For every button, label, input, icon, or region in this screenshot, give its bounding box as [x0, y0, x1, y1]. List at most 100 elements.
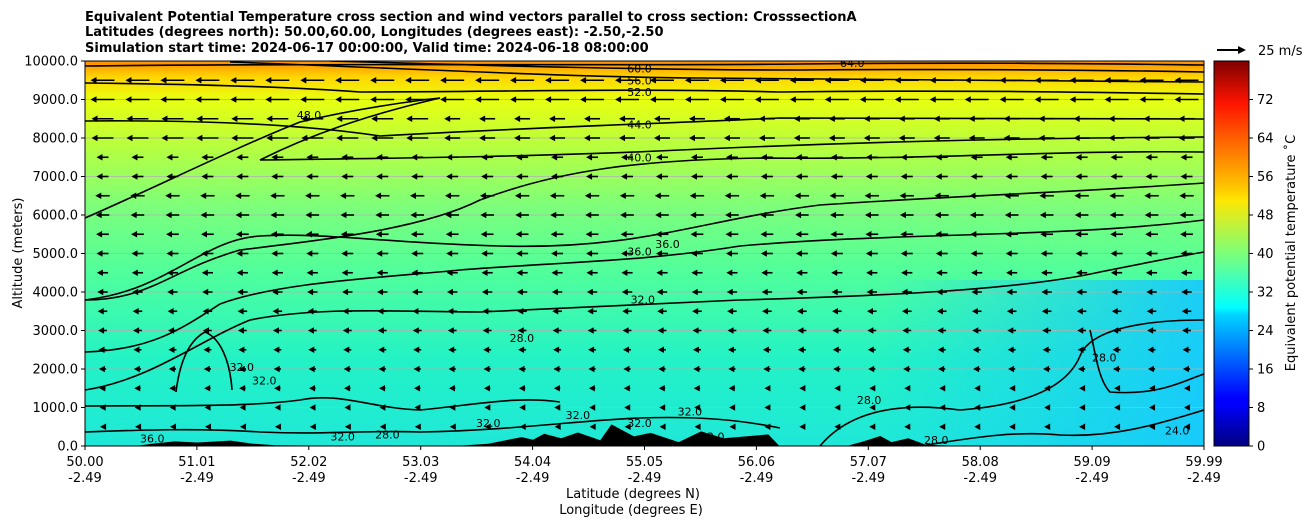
- x-tick-label-lon: -2.49: [516, 471, 550, 486]
- wind-vector-head: [519, 404, 526, 411]
- wind-vector-head: [621, 250, 628, 257]
- wind-vector-head: [170, 423, 177, 430]
- contour-label: 32.0: [252, 375, 277, 388]
- wind-vector-head: [125, 96, 132, 103]
- wind-vector-head: [549, 134, 556, 142]
- wind-vector-head: [1110, 250, 1117, 257]
- wind-vector-head: [725, 173, 732, 180]
- wind-vector-head: [132, 308, 139, 315]
- wind-vector-head: [475, 77, 482, 84]
- wind-vector-head: [484, 404, 491, 411]
- wind-vector-head: [195, 96, 202, 103]
- wind-vector-head: [970, 154, 977, 161]
- wind-vector-head: [586, 154, 593, 161]
- x-tick-label-lat: 50.00: [66, 455, 103, 470]
- wind-vector-head: [1179, 211, 1186, 219]
- wind-vector-head: [589, 404, 596, 411]
- wind-vector-head: [1040, 231, 1047, 238]
- wind-vector-head: [445, 231, 452, 238]
- wind-vector-head: [929, 77, 936, 84]
- wind-vector-head: [165, 211, 172, 219]
- wind-vector-head: [587, 308, 594, 315]
- wind-vector-head: [448, 365, 455, 373]
- wind-vector-head: [376, 154, 383, 161]
- wind-vector-head: [655, 154, 662, 161]
- wind-vector-head: [202, 327, 209, 334]
- wind-vector-head: [266, 115, 273, 122]
- contour-label: 56.0: [627, 74, 652, 87]
- wind-vector-head: [1040, 154, 1047, 161]
- wind-vector-head: [553, 346, 560, 353]
- wind-vector-head: [621, 173, 628, 180]
- wind-vector-head: [1040, 173, 1047, 180]
- wind-vector-head: [1145, 173, 1152, 180]
- wind-vector-head: [692, 308, 699, 315]
- wind-vector-head: [169, 385, 176, 392]
- wind-vector-head: [900, 231, 907, 238]
- wind-vector-head: [483, 346, 490, 353]
- wind-vector-head: [795, 250, 802, 257]
- wind-vector-head: [796, 269, 803, 276]
- wind-vector-head: [342, 327, 349, 334]
- wind-vector-head: [446, 154, 453, 161]
- wind-vector-head: [201, 173, 208, 180]
- wind-vector-head: [414, 385, 421, 392]
- colorbar-tick-label: 48: [1257, 209, 1274, 224]
- wind-vector-head: [1146, 308, 1153, 315]
- wind-vector-head: [166, 250, 173, 257]
- wind-vector-head: [126, 134, 133, 142]
- x-tick-label-lat: 59.99: [1185, 455, 1222, 470]
- wind-vector-head: [830, 231, 837, 238]
- wind-vector-head: [1069, 77, 1076, 84]
- wind-vector-head: [1074, 192, 1081, 199]
- contour-label: 32.0: [700, 430, 725, 443]
- wind-vector-head: [341, 269, 348, 276]
- wind-vector-head: [795, 173, 802, 180]
- wind-vector-head: [551, 269, 558, 276]
- wind-vector-head: [586, 269, 593, 276]
- wind-vector-head: [1009, 404, 1016, 411]
- wind-vector-head: [1145, 154, 1152, 161]
- wind-vector-head: [340, 211, 347, 219]
- wind-vector-head: [203, 365, 210, 373]
- wind-vector-head: [729, 423, 736, 430]
- wind-vector-head: [898, 134, 905, 142]
- wind-vector-head: [230, 77, 237, 84]
- y-tick-label: 6000.0: [33, 209, 79, 224]
- colorbar-tick-label: 8: [1257, 401, 1265, 416]
- wind-vector-head: [549, 192, 556, 199]
- wind-vector-head: [1079, 385, 1086, 392]
- wind-vector-head: [799, 423, 806, 430]
- wind-vector-head: [236, 154, 243, 161]
- wind-vector-head: [1044, 423, 1051, 430]
- wind-vector-head: [904, 404, 911, 411]
- wind-vector-head: [301, 115, 308, 122]
- contour-line: [229, 61, 1204, 83]
- wind-vector-head: [481, 173, 488, 180]
- wind-vector-head: [131, 154, 138, 161]
- wind-vector-head: [934, 211, 941, 219]
- wind-vector-head: [308, 346, 315, 353]
- wind-vector-head: [305, 192, 312, 199]
- wind-vector-head: [797, 346, 804, 353]
- wind-vector-head: [937, 346, 944, 353]
- wind-vector-head: [167, 308, 174, 315]
- wind-vector-head: [865, 154, 872, 161]
- wind-vector-head: [484, 423, 491, 430]
- wind-vector-head: [1108, 134, 1115, 142]
- wind-vector-head: [342, 308, 349, 315]
- wind-vector-head: [412, 327, 419, 334]
- wind-vector-head: [340, 231, 347, 238]
- wind-vector-head: [272, 327, 279, 334]
- wind-vector-head: [1104, 77, 1111, 84]
- wind-vector-head: [864, 211, 871, 219]
- wind-vector-head: [448, 346, 455, 353]
- wind-vector-head: [90, 96, 97, 103]
- wind-vector-head: [1044, 385, 1051, 392]
- wind-vector-head: [481, 250, 488, 257]
- wind-vector-head: [760, 250, 767, 257]
- contour-label: 32.0: [330, 430, 355, 443]
- wind-vector-head: [1182, 365, 1189, 373]
- wind-vector-head: [440, 77, 447, 84]
- wind-vector-head: [551, 288, 558, 296]
